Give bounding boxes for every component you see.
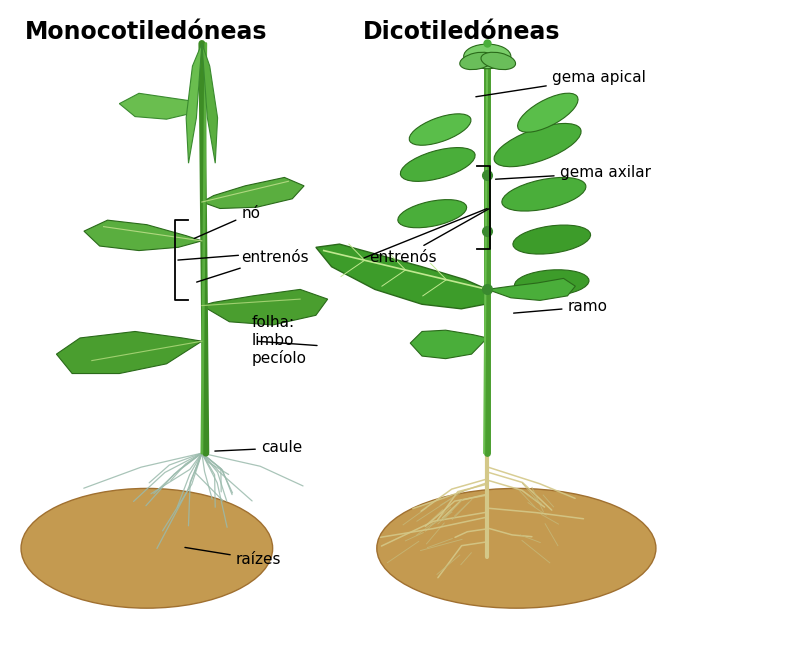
Text: raízes: raízes [185,547,281,567]
Text: gema axilar: gema axilar [495,165,651,181]
Text: entrenós: entrenós [196,250,308,282]
Ellipse shape [400,148,475,181]
Polygon shape [84,220,202,250]
Polygon shape [202,44,218,163]
Ellipse shape [513,225,590,254]
Polygon shape [186,44,202,163]
Ellipse shape [398,200,466,227]
Polygon shape [119,94,196,119]
Polygon shape [202,177,304,209]
Ellipse shape [460,52,495,70]
Text: ramo: ramo [514,300,608,315]
Ellipse shape [481,52,515,70]
Text: Dicotiledóneas: Dicotiledóneas [363,20,560,44]
Polygon shape [202,289,327,325]
Ellipse shape [518,93,578,132]
Text: gema apical: gema apical [476,70,645,97]
Ellipse shape [514,270,589,296]
Ellipse shape [377,488,656,608]
Ellipse shape [40,497,254,599]
Ellipse shape [494,124,581,166]
Ellipse shape [398,497,635,599]
Text: nó: nó [194,206,260,239]
Polygon shape [57,332,202,374]
Ellipse shape [464,44,510,69]
Ellipse shape [59,506,235,590]
Text: Monocotiledóneas: Monocotiledóneas [25,20,267,44]
Text: folha:
limbo
pecíolo: folha: limbo pecíolo [252,315,306,367]
Text: entrenós: entrenós [369,209,488,265]
Polygon shape [316,244,488,309]
Ellipse shape [419,506,614,590]
Polygon shape [410,330,488,359]
Text: caule: caule [215,441,302,456]
Polygon shape [488,278,575,300]
Ellipse shape [502,177,586,211]
Ellipse shape [21,488,273,608]
Ellipse shape [409,114,471,145]
